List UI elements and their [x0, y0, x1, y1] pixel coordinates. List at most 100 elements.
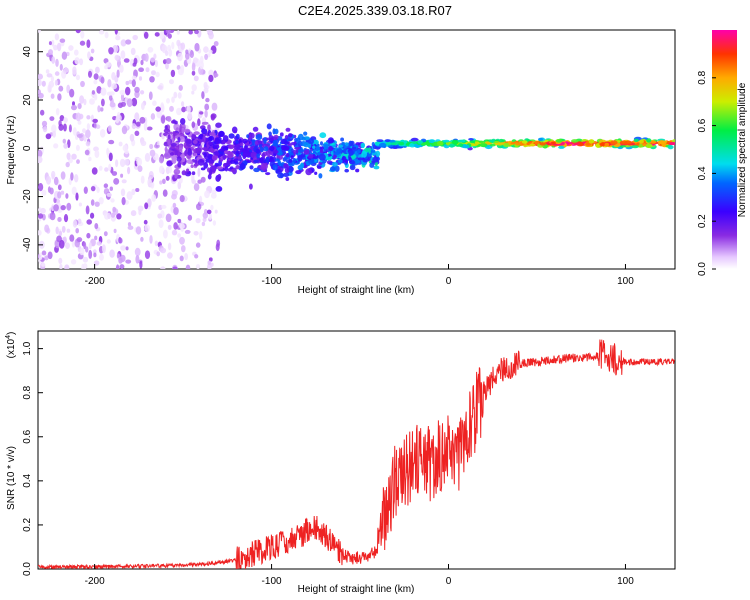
noise-cell	[173, 222, 178, 230]
noise-cell	[82, 256, 89, 263]
noise-cell	[78, 202, 82, 207]
y-tick-label: 0.8	[22, 385, 33, 399]
band-cell	[235, 133, 240, 140]
noise-cell	[150, 113, 156, 120]
noise-cell	[57, 191, 62, 199]
noise-cell	[98, 197, 104, 205]
band-cell	[341, 141, 346, 146]
noise-cell	[195, 218, 201, 224]
band-cell	[258, 144, 263, 148]
noise-cell	[144, 152, 151, 162]
band-cell	[208, 141, 214, 146]
noise-cell	[199, 231, 203, 240]
band-cell	[166, 160, 173, 167]
noise-cell	[154, 32, 160, 37]
noise-cell	[55, 226, 59, 235]
noise-cell	[68, 124, 72, 133]
noise-cell	[57, 184, 62, 191]
noise-cell	[194, 30, 199, 35]
noise-cell	[103, 183, 109, 188]
tone-cell	[410, 137, 419, 142]
band-cell	[259, 157, 264, 164]
noise-cell	[126, 191, 133, 200]
band-cell	[261, 152, 266, 160]
noise-cell	[176, 30, 180, 35]
spectrogram-cells	[38, 30, 675, 269]
noise-cell	[99, 107, 104, 112]
band-cell	[195, 147, 202, 154]
noise-cell	[108, 152, 113, 162]
band-cell	[337, 159, 343, 164]
noise-cell	[64, 264, 70, 269]
band-cell	[269, 158, 273, 163]
noise-cell	[65, 161, 70, 168]
noise-cell	[203, 208, 208, 215]
band-cell	[187, 150, 193, 156]
snr-x-label: Height of straight line (km)	[298, 584, 415, 595]
x-tick-label: 0	[446, 576, 452, 587]
noise-cell	[140, 90, 145, 95]
noise-cell	[92, 249, 97, 254]
band-cell	[305, 168, 313, 176]
noise-cell	[53, 204, 59, 212]
tone-cell	[496, 142, 503, 146]
band-cell	[288, 165, 294, 173]
noise-cell	[116, 213, 122, 220]
noise-cell	[149, 143, 154, 150]
noise-cell	[159, 180, 163, 185]
noise-cell	[66, 228, 71, 233]
y-tick-label: 0.4	[22, 473, 33, 487]
band-cell	[275, 169, 282, 174]
band-cell	[269, 146, 275, 151]
band-cell	[246, 134, 250, 139]
noise-cell	[171, 193, 177, 200]
band-cell	[315, 145, 320, 152]
band-cell	[231, 126, 238, 134]
noise-cell	[187, 214, 193, 221]
band-cell	[265, 149, 272, 157]
band-cell	[303, 142, 310, 148]
band-cell	[288, 148, 292, 155]
tone-cell	[571, 139, 579, 143]
noise-cell	[145, 67, 150, 73]
noise-cell	[41, 250, 47, 256]
band-cell	[348, 150, 354, 156]
noise-cell	[106, 239, 111, 244]
band-cell	[253, 159, 259, 163]
noise-cell	[191, 174, 195, 180]
band-cell	[167, 138, 171, 146]
noise-cell	[132, 34, 138, 41]
noise-cell	[158, 156, 164, 164]
noise-cell	[38, 183, 44, 192]
noise-cell	[60, 171, 66, 180]
band-cell	[301, 136, 306, 141]
noise-cell	[53, 143, 59, 149]
noise-cell	[120, 188, 126, 197]
band-cell	[190, 164, 194, 168]
band-cell	[166, 116, 172, 122]
band-cell	[239, 162, 246, 170]
noise-cell	[177, 68, 184, 76]
noise-cell	[90, 48, 95, 54]
y-tick-label: -20	[22, 189, 33, 204]
noise-cell	[147, 198, 152, 208]
noise-cell	[203, 81, 208, 89]
band-cell	[272, 150, 279, 154]
noise-cell	[38, 229, 42, 236]
noise-cell	[95, 66, 100, 74]
band-cell	[176, 156, 182, 163]
noise-cell	[104, 31, 109, 39]
noise-cell	[41, 262, 46, 267]
noise-cell	[99, 253, 104, 261]
colorbar: 0.0 0.2 0.4 0.6 0.8 Normalized spectral ampl…	[697, 30, 748, 276]
band-cell	[252, 126, 259, 132]
band-cell	[285, 127, 291, 132]
spectrogram-x-label: Height of straight line (km)	[298, 285, 415, 296]
band-cell	[300, 162, 305, 169]
noise-cell	[86, 115, 91, 120]
noise-cell	[179, 236, 185, 245]
noise-cell	[91, 90, 95, 95]
noise-cell	[85, 246, 89, 253]
noise-cell	[58, 257, 63, 264]
